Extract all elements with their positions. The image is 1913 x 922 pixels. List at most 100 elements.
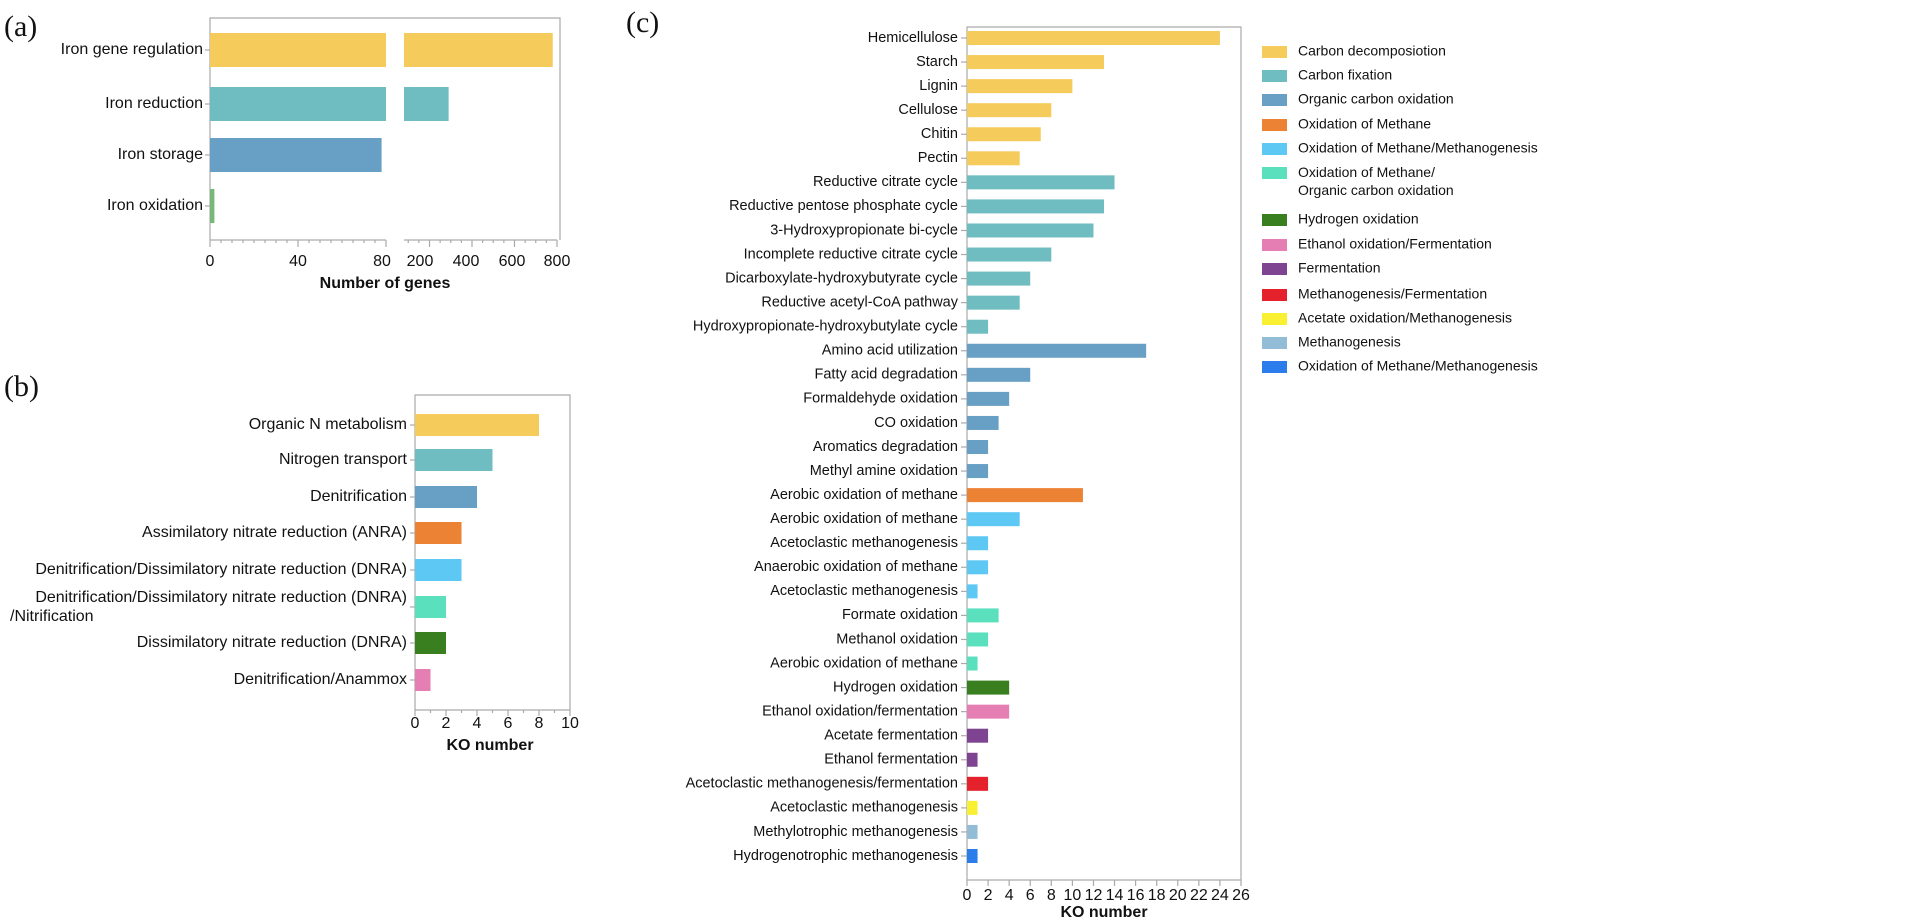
x-tick-label: 26 xyxy=(1232,887,1250,904)
category-label: Aerobic oxidation of methane xyxy=(770,655,958,671)
x-tick-label: 2 xyxy=(442,715,451,732)
x-tick-label: 8 xyxy=(535,715,544,732)
category-label: Iron reduction xyxy=(105,95,203,112)
legend-label: Methanogenesis/Fermentation xyxy=(1298,286,1487,302)
bar xyxy=(967,415,999,430)
bar-broken-segment xyxy=(404,87,449,121)
legend-swatch xyxy=(1262,119,1287,131)
category-label: Nitrogen transport xyxy=(279,451,408,468)
bar xyxy=(967,31,1220,45)
bar-broken-segment xyxy=(404,33,553,67)
bar xyxy=(210,33,386,67)
bar xyxy=(967,488,1083,503)
bar xyxy=(967,175,1115,190)
x-tick-label: 10 xyxy=(1063,887,1081,904)
x-tick-label: 10 xyxy=(561,715,579,732)
x-tick-label: 18 xyxy=(1148,887,1166,904)
category-label: Denitrification xyxy=(310,488,407,505)
category-label: Pectin xyxy=(918,150,958,166)
legend-label: Oxidation of Methane/Methanogenesis xyxy=(1298,358,1538,374)
category-label: Iron storage xyxy=(118,146,203,163)
bar xyxy=(967,247,1052,262)
bar xyxy=(967,295,1020,310)
bar xyxy=(967,824,978,839)
bar xyxy=(967,343,1147,358)
category-label: 3-Hydroxypropionate bi-cycle xyxy=(770,222,958,238)
bar xyxy=(967,199,1104,214)
category-label: Iron gene regulation xyxy=(61,41,203,58)
category-label: Methylotrophic methanogenesis xyxy=(753,824,958,840)
category-label: Ethanol fermentation xyxy=(824,752,958,768)
legend-swatch xyxy=(1262,289,1287,301)
chart-b: 0 2 4 6 8 10 KO number Organic N metabolism Nitr… xyxy=(10,394,579,754)
category-label: Acetoclastic methanogenesis xyxy=(770,583,958,599)
legend-swatch xyxy=(1262,313,1287,325)
bar xyxy=(967,560,989,575)
legend-swatch xyxy=(1262,361,1287,373)
x-tick-label: 2 xyxy=(984,887,993,904)
bar xyxy=(967,849,978,863)
panel-label-b: (b) xyxy=(4,370,39,403)
category-label: Reductive acetyl-CoA pathway xyxy=(761,294,958,310)
legend-label: Acetate oxidation/Methanogenesis xyxy=(1298,310,1512,326)
category-label: Hydrogenotrophic methanogenesis xyxy=(733,848,958,864)
x-tick-label: 200 xyxy=(407,253,434,270)
bar xyxy=(210,87,386,121)
bar xyxy=(967,464,989,479)
x-tick-label: 4 xyxy=(1005,887,1014,904)
panel-label-a: (a) xyxy=(4,10,37,43)
category-label: Dissimilatory nitrate reduction (DNRA) xyxy=(137,634,407,651)
bar xyxy=(967,776,989,791)
x-tick-label: 24 xyxy=(1211,887,1229,904)
legend-label-line: Organic carbon oxidation xyxy=(1298,182,1454,198)
bar xyxy=(967,391,1010,406)
category-label: Acetoclastic methanogenesis xyxy=(770,800,958,816)
category-label: Iron oxidation xyxy=(107,197,203,214)
category-label: Denitrification/Dissimilatory nitrate re… xyxy=(35,561,407,578)
category-label: Chitin xyxy=(921,126,958,142)
legend-label: Fermentation xyxy=(1298,260,1380,276)
category-label: Lignin xyxy=(919,78,958,94)
bar xyxy=(967,680,1010,695)
plot-frame xyxy=(414,394,571,711)
legend-label: Carbon decomposiotion xyxy=(1298,43,1446,59)
legend-swatch xyxy=(1262,239,1287,251)
bar xyxy=(967,151,1020,166)
x-tick-label: 0 xyxy=(206,253,215,270)
category-label: Reductive citrate cycle xyxy=(813,174,958,190)
bar xyxy=(967,79,1073,94)
x-tick-label: 80 xyxy=(373,253,391,270)
category-label: Amino acid utilization xyxy=(822,343,958,359)
bar xyxy=(415,486,477,508)
category-label: CO oxidation xyxy=(874,415,958,431)
bar xyxy=(967,656,978,671)
bar xyxy=(967,271,1031,286)
legend-label: Oxidation of Methane/Organic carbon oxid… xyxy=(1298,164,1454,198)
category-label: Aromatics degradation xyxy=(813,439,958,455)
legend-swatch xyxy=(1262,337,1287,349)
category-label: Organic N metabolism xyxy=(249,416,407,433)
x-tick-label: 800 xyxy=(544,253,571,270)
plot-frame xyxy=(966,26,1242,881)
bar xyxy=(415,669,431,691)
category-label: Methyl amine oxidation xyxy=(810,463,958,479)
x-axis-title: Number of genes xyxy=(320,275,451,292)
bar xyxy=(415,596,446,618)
chart-a: 0 40 80 200 400 600 800 Number of genes Iron gen… xyxy=(61,17,571,292)
bar xyxy=(967,728,989,743)
bar xyxy=(967,752,978,767)
category-label-line: /Nitrification xyxy=(10,608,94,625)
category-label: Acetoclastic methanogenesis/fermentation xyxy=(686,776,958,792)
category-label: Assimilatory nitrate reduction (ANRA) xyxy=(142,524,407,541)
legend-label: Organic carbon oxidation xyxy=(1298,91,1454,107)
category-label: Aerobic oxidation of methane xyxy=(770,487,958,503)
category-label: Ethanol oxidation/fermentation xyxy=(762,703,958,719)
bar xyxy=(967,584,978,599)
category-label-line: Denitrification/Dissimilatory nitrate re… xyxy=(35,589,407,606)
legend: Carbon decomposiotion Carbon fixation Orga… xyxy=(1262,43,1538,374)
legend-label: Oxidation of Methane/Methanogenesis xyxy=(1298,140,1538,156)
category-label: Methanol oxidation xyxy=(836,631,958,647)
legend-label: Hydrogen oxidation xyxy=(1298,211,1419,227)
category-label: Fatty acid degradation xyxy=(815,367,958,383)
